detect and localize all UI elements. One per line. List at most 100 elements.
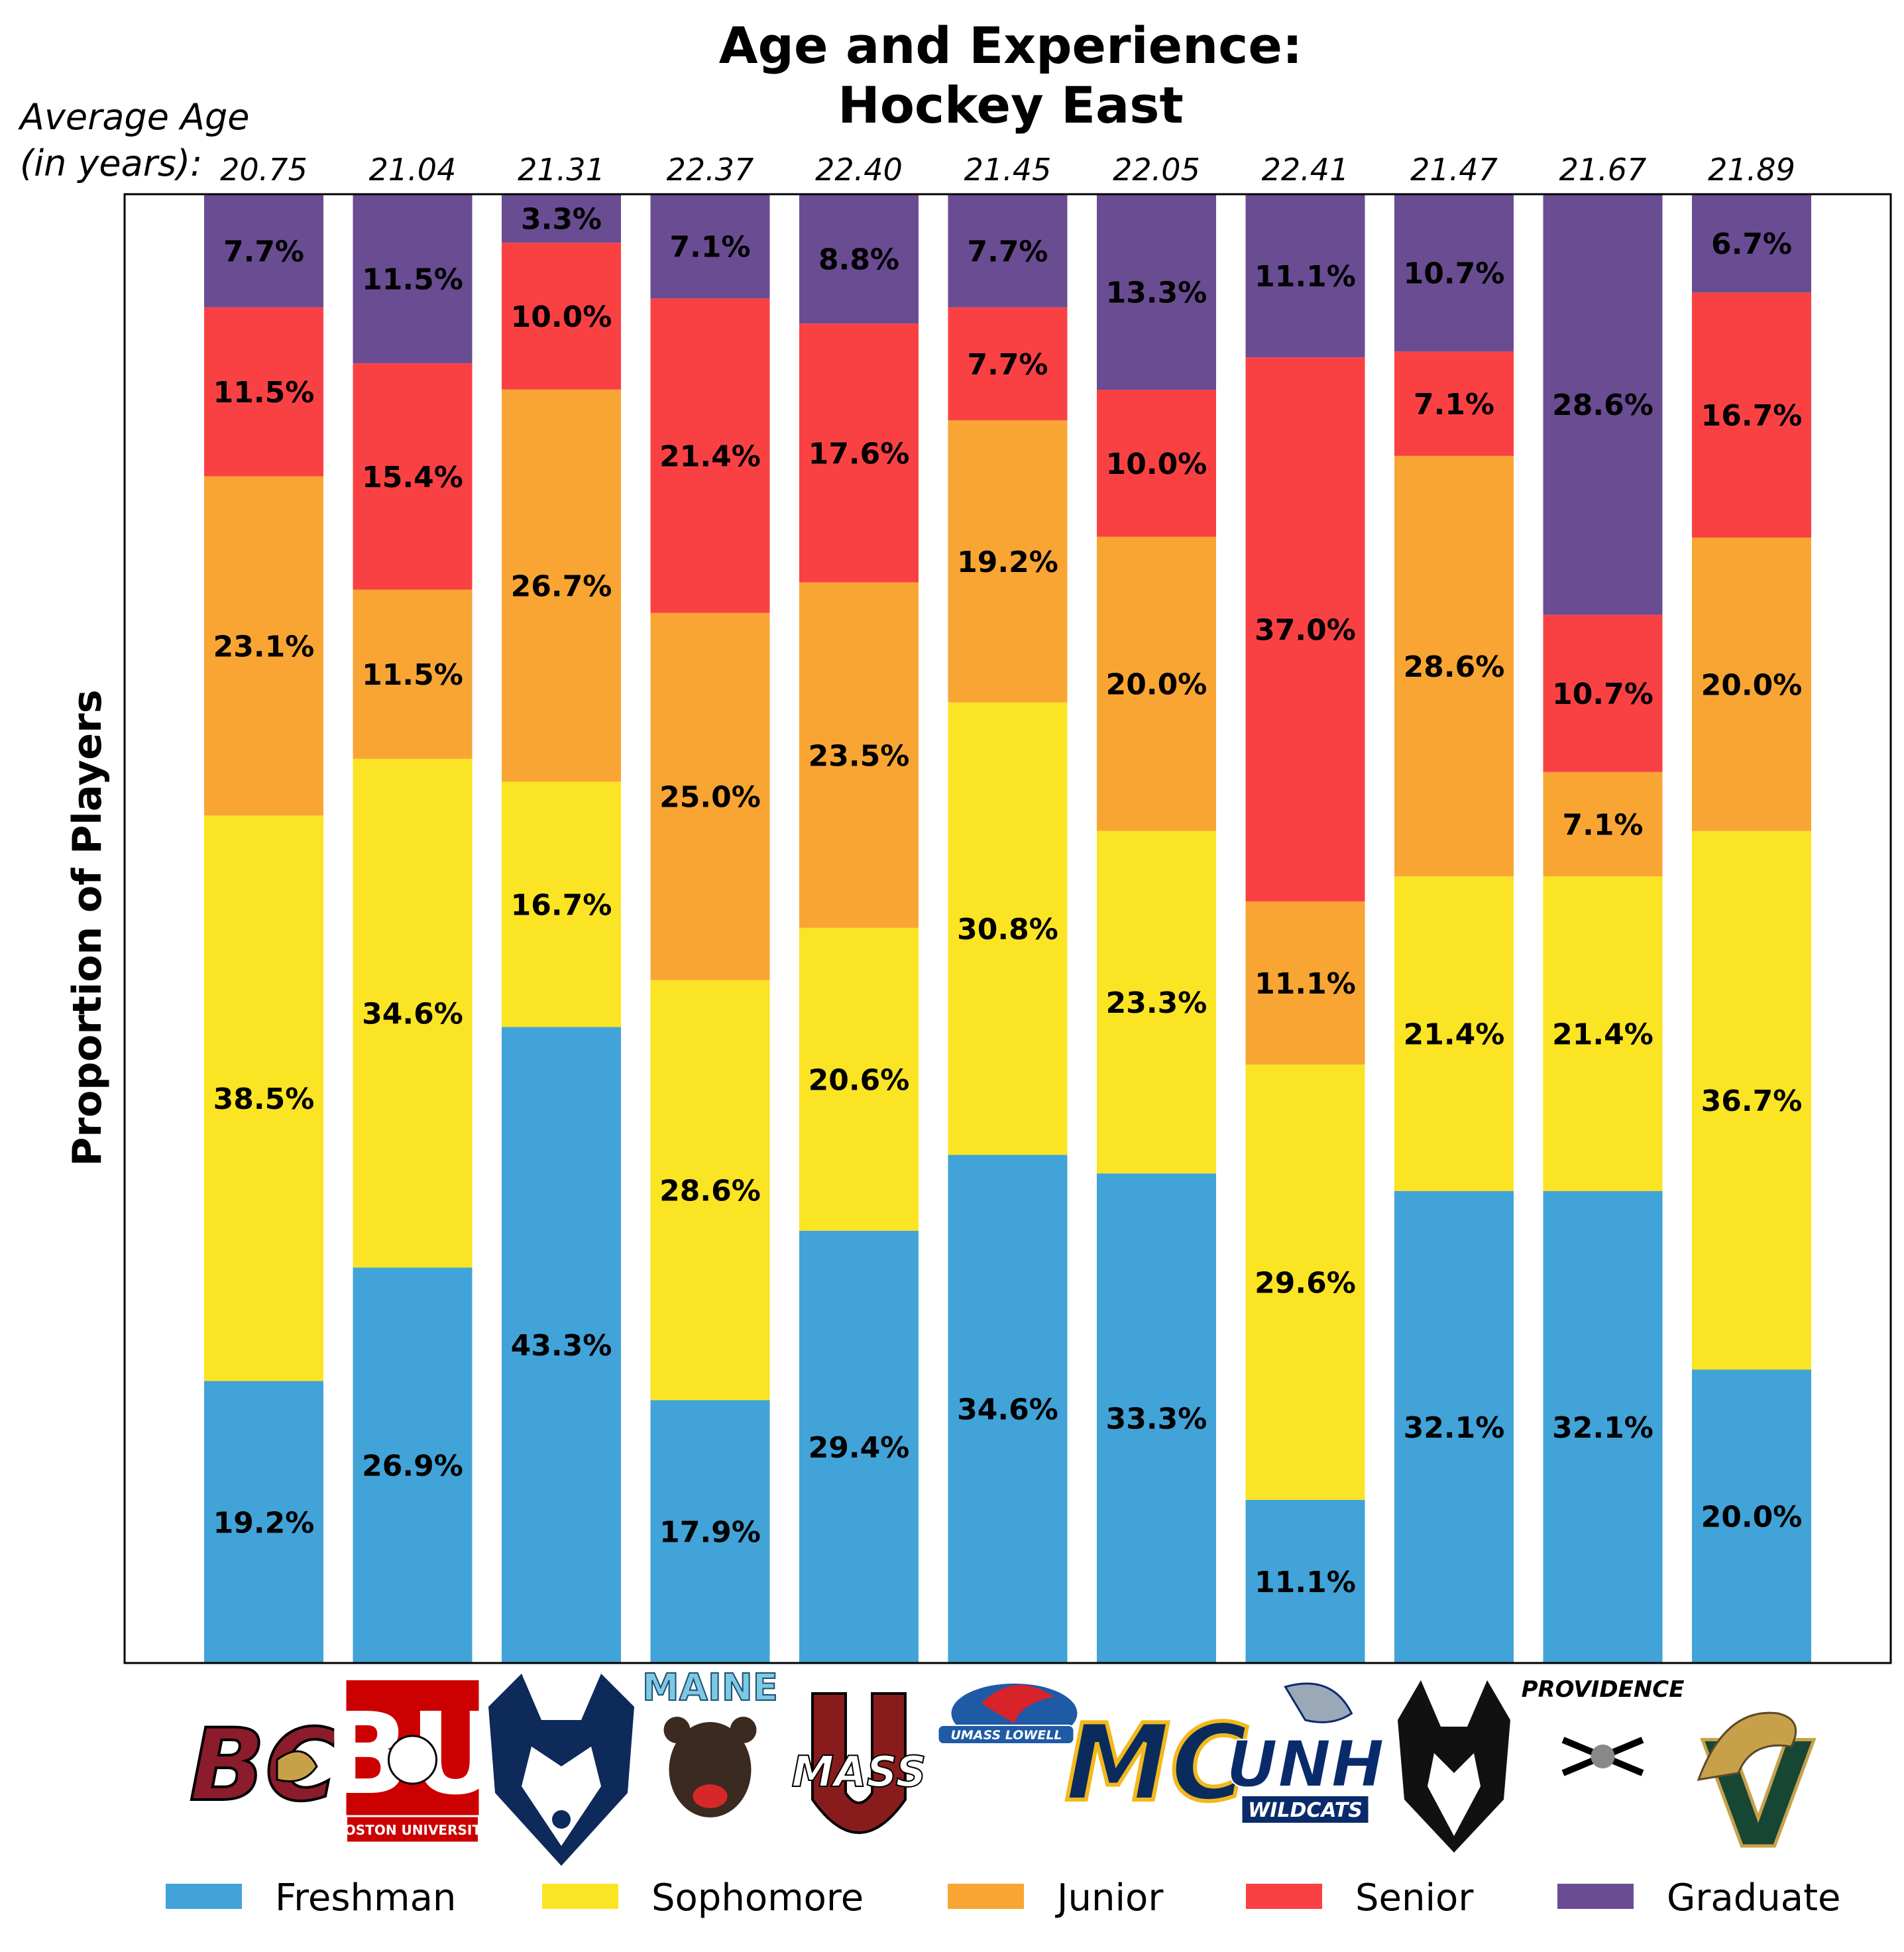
average-age-value: 21.45 (964, 152, 1052, 188)
data-label: 30.8% (957, 913, 1058, 947)
avg-age-caption-line1: Average Age (18, 96, 250, 138)
bar-segment-senior (650, 298, 770, 613)
data-label: 21.4% (1404, 1018, 1505, 1052)
logo-lettering: WILDCATS (1248, 1799, 1363, 1822)
bar-segment-sophomore (353, 758, 473, 1268)
data-label: 3.3% (521, 203, 602, 237)
data-label: 26.7% (511, 570, 612, 604)
bar-segment-freshman (948, 1155, 1068, 1663)
data-label: 38.5% (213, 1082, 315, 1116)
data-label: 20.0% (1106, 668, 1207, 702)
bar-segment-junior (502, 389, 621, 782)
data-label: 7.7% (967, 235, 1048, 268)
bar-segment-junior (1097, 536, 1216, 831)
data-label: 23.1% (213, 630, 315, 663)
bar-segment-freshman (650, 1400, 770, 1663)
team-logo-providence: PROVIDENCE (1522, 1676, 1684, 1776)
river-hawk-head-icon (981, 1685, 1054, 1723)
bars-layer: 19.2% 38.5% 23.1% 11.5% 7.7% 26.9% 34.6% 11.5% 1… (204, 194, 1811, 1663)
bar-segment-senior (502, 243, 621, 390)
unh-banner (1242, 1796, 1369, 1823)
bar-segment-freshman (1394, 1190, 1514, 1663)
data-label: 10.0% (511, 300, 612, 334)
legend-swatch (542, 1884, 618, 1909)
bear-head-icon (669, 1722, 752, 1817)
husky-face-icon (522, 1747, 601, 1846)
logo-lettering: MASS (791, 1748, 926, 1797)
eagle-icon (276, 1750, 318, 1782)
friar-emblem-icon (1591, 1745, 1615, 1768)
data-label: 7.1% (1414, 388, 1494, 422)
bar-segment-graduate (204, 194, 323, 308)
bar-segment-sophomore (799, 927, 919, 1231)
data-label: 16.7% (1701, 399, 1803, 433)
umass-lowell-banner (937, 1725, 1075, 1745)
logo-lettering: UMASS LOWELL (950, 1728, 1062, 1743)
data-label: 33.3% (1106, 1403, 1207, 1436)
bear-ear-icon (730, 1717, 757, 1743)
bar-segment-sophomore (948, 702, 1068, 1155)
legend-label: Junior (1055, 1876, 1164, 1920)
data-label: 28.6% (659, 1174, 761, 1208)
bar-segment-senior (204, 307, 323, 477)
bar-segment-junior (204, 476, 323, 816)
average-age-value: 21.04 (369, 152, 457, 188)
data-label: 7.1% (1562, 809, 1643, 842)
bar-segment-graduate (1543, 194, 1663, 615)
data-label: 34.6% (957, 1393, 1058, 1427)
average-age-value: 21.31 (518, 152, 605, 188)
data-label: 43.3% (511, 1329, 612, 1363)
average-age-values: 20.75 21.04 21.31 22.37 22.40 21.45 22.05 22.41… (220, 152, 1795, 188)
data-label: 17.9% (659, 1516, 761, 1550)
logo-lettering: MC (1065, 1701, 1249, 1825)
average-age-value: 22.37 (667, 152, 754, 188)
bar-segment-graduate (799, 194, 919, 324)
data-label: 15.4% (362, 461, 463, 494)
bar-segment-graduate (1394, 194, 1514, 352)
data-label: 37.0% (1255, 614, 1356, 648)
bar-segment-freshman (353, 1267, 473, 1663)
logo-lettering: UNH (1226, 1727, 1384, 1802)
data-label: 29.4% (809, 1431, 910, 1465)
bar-segment-graduate (650, 194, 770, 299)
bar-segment-senior (948, 307, 1068, 421)
bu-logo-banner (345, 1815, 480, 1844)
chart-subtitle: Hockey East (838, 76, 1184, 135)
team-logos: BCBUBOSTON UNIVERSITY MAINE MASS UMASS LOWE… (188, 1666, 1817, 1882)
bar-segment-sophomore (1692, 831, 1811, 1370)
data-label: 10.7% (1552, 677, 1653, 711)
data-label: 34.6% (362, 998, 463, 1031)
bar-segment-sophomore (502, 781, 621, 1027)
bar-segment-junior (799, 582, 919, 928)
bar-segment-junior (948, 420, 1068, 703)
bar-segment-junior (353, 589, 473, 759)
bar-segment-junior (1692, 538, 1811, 831)
bar-segment-sophomore (204, 815, 323, 1381)
data-label: 11.1% (1255, 260, 1356, 294)
legend-swatch (166, 1884, 242, 1909)
average-age-value: 22.40 (815, 152, 903, 188)
data-label: 26.9% (362, 1450, 463, 1483)
legend-label: Graduate (1667, 1876, 1841, 1920)
data-label: 19.2% (213, 1506, 315, 1540)
legend-item-sophomore: Sophomore (542, 1876, 864, 1920)
bar-segment-freshman (1097, 1173, 1216, 1663)
bar-segment-junior (1245, 901, 1365, 1065)
bar-segment-sophomore (1394, 876, 1514, 1191)
data-label: 10.0% (1106, 447, 1207, 481)
team-logo-uconn (488, 1674, 634, 1866)
bar-segment-junior (1543, 772, 1663, 877)
data-label: 11.5% (213, 376, 315, 410)
chart-title: Age and Experience: (719, 16, 1303, 75)
bar-segment-junior (650, 612, 770, 980)
legend-item-senior: Senior (1246, 1876, 1474, 1920)
average-age-value: 22.41 (1262, 152, 1349, 188)
team-logo-umass: MASS (791, 1692, 927, 1834)
bar-segment-graduate (1245, 194, 1365, 358)
bar-segment-graduate (502, 194, 621, 243)
data-label: 36.7% (1701, 1084, 1803, 1118)
terrier-icon (388, 1735, 437, 1785)
data-label: 19.2% (957, 545, 1058, 579)
legend-swatch (1246, 1884, 1322, 1909)
